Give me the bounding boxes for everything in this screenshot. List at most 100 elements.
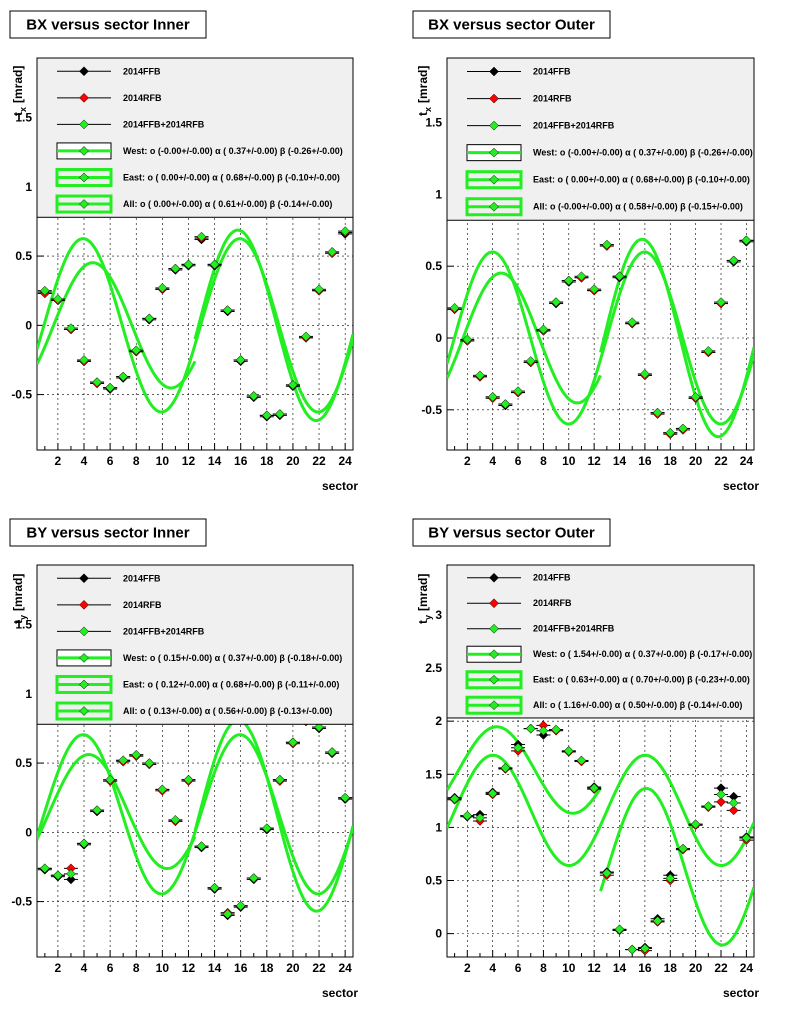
legend-label: All: o ( 0.00+/-0.00) α ( 0.61+/-0.00) β… [123, 199, 332, 209]
point-2014ffb-rfb [728, 798, 739, 808]
legend-label: East: o ( 0.00+/-0.00) α ( 0.68+/-0.00) … [533, 175, 750, 185]
legend-box [36, 564, 354, 725]
point-2014ffb-rfb [209, 259, 220, 270]
legend-marker [489, 120, 499, 131]
x-tick-label: 24 [338, 454, 352, 468]
legend-marker [489, 93, 499, 104]
point-2014ffb-rfb [678, 423, 688, 434]
point-2014ffb-rfb [716, 297, 726, 307]
x-tick-label: 16 [638, 454, 652, 468]
point-2014ffb-rfb [248, 873, 259, 883]
y-axis-title: tx [mrad] [416, 66, 433, 116]
point-2014ffb-rfb [728, 255, 739, 266]
x-tick-label: 18 [664, 961, 678, 975]
y-tick-label: 1 [25, 180, 32, 194]
point-2014ffb-rfb [144, 758, 155, 768]
x-tick-label: 8 [133, 454, 140, 468]
title-box [412, 10, 611, 39]
point-2014ffb-rfb [500, 399, 511, 409]
point-2014ffb-rfb [53, 870, 63, 881]
point-2014ffb-rfb [170, 263, 181, 274]
y-axis-title: tx [mrad] [11, 66, 28, 116]
legend-marker [489, 700, 499, 711]
point-2014ffb-rfb [525, 723, 536, 734]
point-2014ffb-rfb [248, 391, 259, 401]
point-2014ffb-rfb [449, 793, 460, 804]
point-2014ffb-rfb [449, 302, 460, 313]
y-tick-label: 0.5 [15, 249, 32, 263]
y-tick-label: -0.5 [421, 403, 442, 417]
y-tick-label: 3 [435, 608, 442, 622]
x-tick-label: 2 [55, 961, 62, 975]
legend-label: West: o ( 0.15+/-0.00) α ( 0.37+/-0.00) … [123, 653, 342, 663]
point-2014ffb-rfb [716, 789, 726, 800]
x-tick-label: 10 [156, 961, 170, 975]
legend-marker [489, 147, 499, 158]
point-2014ffb-rfb [235, 355, 246, 365]
title-box [9, 518, 207, 547]
y-tick-label: 1 [435, 187, 442, 201]
legend-label: 2014FFB [533, 67, 571, 77]
point-2014ffb-rfb [703, 346, 714, 356]
legend-label: 2014FFB+2014RFB [123, 119, 205, 129]
x-tick-label: 10 [156, 454, 170, 468]
chart-title: BY versus sector Outer [428, 525, 595, 542]
point-2014ffb-rfb [678, 843, 688, 854]
point-2014ffb-rfb [105, 382, 115, 393]
legend-marker [79, 199, 89, 209]
x-tick-label: 22 [312, 961, 326, 975]
point-2014ffb-rfb [551, 297, 561, 307]
x-tick-label: 22 [312, 454, 326, 468]
y-tick-label: 0 [435, 331, 442, 345]
y-tick-label: 0.5 [425, 874, 442, 888]
point-2014ffb-rfb [475, 370, 485, 381]
x-tick-label: 14 [208, 454, 222, 468]
point-2014ffb-rfb [690, 392, 701, 402]
point-2014ffb-rfb [640, 943, 650, 954]
y-tick-label: 0.5 [15, 756, 32, 770]
point-2014ffb-rfb [170, 815, 181, 825]
point-2014ffb-rfb [288, 380, 298, 390]
point-2014ffb-rfb [157, 784, 168, 795]
point-2014ffb-rfb [538, 324, 549, 335]
point-2014ffb-rfb [222, 909, 233, 919]
point-2014ffb-rfb [275, 409, 285, 419]
legend-marker [79, 573, 89, 584]
x-tick-label: 10 [562, 454, 576, 468]
legend-box [446, 57, 755, 221]
y-axis-subscript: x [18, 107, 28, 112]
x-tick-label: 12 [182, 961, 196, 975]
x-tick-label: 4 [81, 961, 88, 975]
point-2014ffb-rfb [118, 371, 129, 382]
x-tick-label: 10 [562, 961, 576, 975]
point-2014ffb-rfb [601, 239, 612, 250]
y-tick-label: -0.5 [11, 895, 32, 909]
y-tick-label: 0 [435, 927, 442, 941]
x-tick-label: 8 [133, 961, 140, 975]
point-2014ffb-rfb [222, 305, 233, 315]
y-axis-symbol: t [416, 620, 430, 624]
legend-marker [79, 626, 89, 637]
point-2014ffb-rfb [500, 763, 511, 773]
legend-marker [489, 649, 499, 660]
legend-label: All: o ( 0.13+/-0.00) α ( 0.56+/-0.00) β… [123, 706, 332, 716]
point-2014ffb-rfb [340, 792, 351, 803]
legend-marker [489, 174, 499, 185]
legend-label: East: o ( 0.12+/-0.00) α ( 0.68+/-0.00) … [123, 679, 339, 689]
legend-label: 2014RFB [123, 93, 162, 103]
legend-label: 2014RFB [533, 598, 572, 608]
point-2014ffb-rfb [652, 407, 663, 418]
point-2014ffb-rfb [314, 284, 324, 295]
point-2014ffb-rfb [665, 873, 676, 884]
x-tick-label: 4 [81, 454, 88, 468]
fit-curve-east [599, 786, 754, 947]
x-tick-label: 18 [260, 961, 274, 975]
legend-label: West: o (-0.00+/-0.00) α ( 0.37+/-0.00) … [123, 146, 343, 156]
point-2014ffb-rfb [551, 724, 561, 735]
point-2014ffb-rfb [92, 805, 102, 816]
y-axis-title-group: tx [mrad] [416, 66, 433, 116]
x-tick-label: 6 [515, 454, 522, 468]
point-2014ffb-rfb [576, 755, 587, 766]
